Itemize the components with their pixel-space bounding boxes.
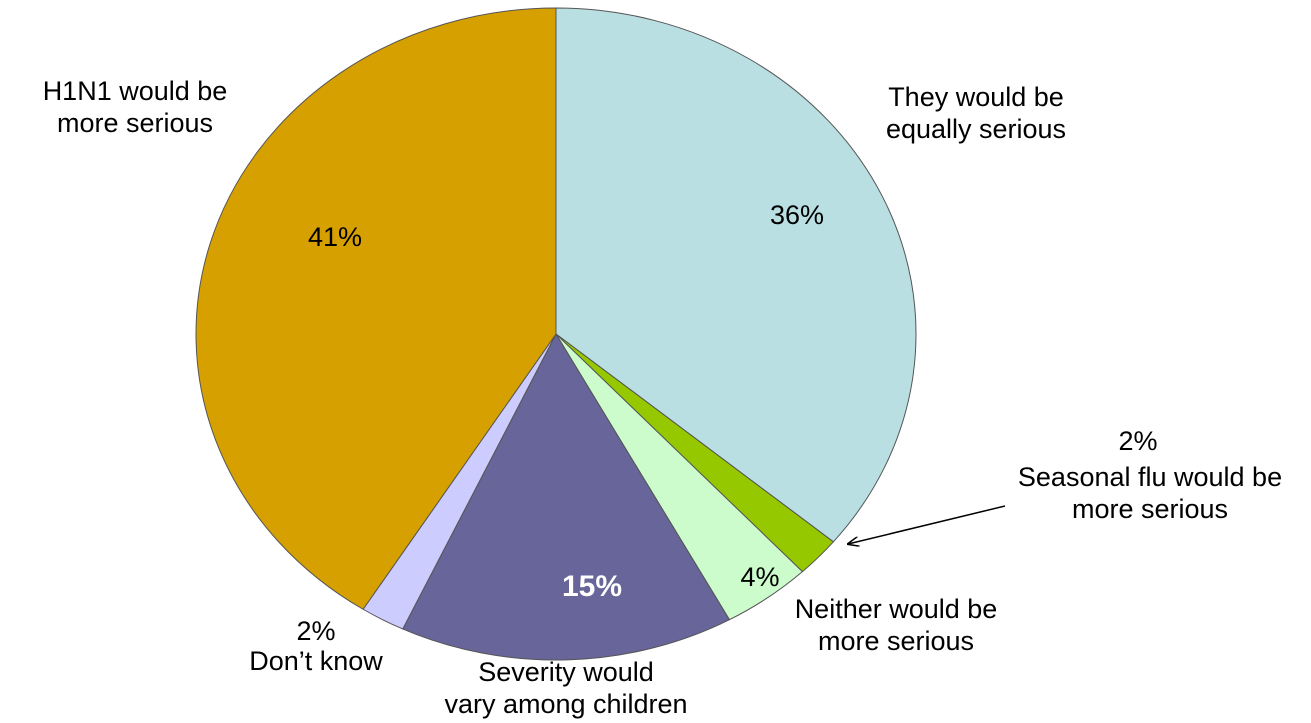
slice-value-label: 41%	[308, 222, 362, 252]
slice-value-label: 4%	[740, 562, 779, 592]
slice-value-label: 2%	[296, 616, 335, 646]
slice-category-label: Seasonal flu would be more serious	[1018, 462, 1282, 524]
pie-slice-3	[402, 332, 731, 661]
pie-labels: 36% They would be equally serious 2% Seasona…	[43, 76, 1282, 719]
pie-slice-0	[555, 7, 917, 543]
slice-category-label: Severity would vary among children	[444, 657, 687, 719]
pie-slice-5	[195, 7, 557, 610]
slice-value-label: 2%	[1118, 426, 1157, 456]
slice-value-label: 15%	[562, 570, 622, 603]
slice-category-label: Neither would be more serious	[795, 594, 998, 656]
slice-category-label: H1N1 would be more serious	[43, 76, 228, 138]
callout-arrow	[848, 505, 1006, 544]
slice-category-label: Don’t know	[249, 646, 383, 676]
slice-value-label: 36%	[770, 200, 824, 230]
slice-category-label: They would be equally serious	[886, 82, 1066, 144]
pie-slices	[195, 7, 917, 661]
